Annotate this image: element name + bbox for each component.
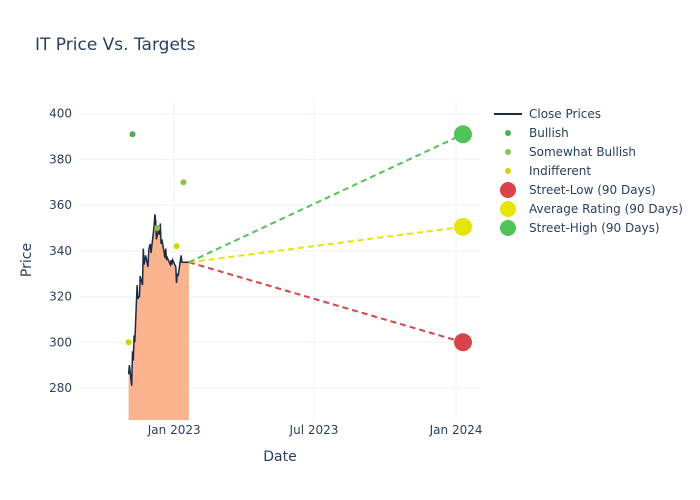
x-axis-title: Date (263, 449, 296, 465)
y-tick-label: 320 (49, 290, 72, 304)
target-line (188, 133, 464, 264)
x-tick-label: Jan 2023 (147, 423, 201, 437)
rating-point (129, 131, 136, 138)
legend-swatch (500, 220, 516, 236)
legend-label: Indifferent (529, 164, 591, 178)
close-price-fill (128, 214, 189, 420)
y-tick-label: 380 (49, 152, 72, 166)
legend-swatch (505, 168, 511, 174)
legend-label: Bullish (529, 126, 569, 140)
x-axis-ticks: Jan 2023 Jul 2023 Jan 2024 (147, 423, 483, 437)
legend-swatch (505, 130, 511, 136)
legend-label: Average Rating (90 Days) (529, 202, 683, 216)
x-tick-label: Jul 2023 (289, 423, 339, 437)
target-marker (454, 333, 473, 352)
legend-label: Street-Low (90 Days) (529, 183, 656, 197)
legend-swatch (505, 149, 511, 155)
y-tick-label: 280 (49, 381, 72, 395)
target-marker (454, 217, 473, 236)
chart-legend[interactable]: Close Prices Bullish Somewhat Bullish Indif… (494, 107, 683, 236)
rating-point (154, 225, 161, 231)
y-axis-title: Price (19, 243, 35, 277)
rating-point (125, 339, 132, 346)
analyst-rating-points (125, 131, 187, 346)
legend-label: Somewhat Bullish (529, 145, 636, 159)
y-axis-ticks: 280 300 320 340 360 380 400 (49, 107, 72, 395)
y-tick-label: 360 (49, 198, 72, 212)
rating-point (173, 243, 180, 250)
legend-label: Street-High (90 Days) (529, 221, 660, 235)
target-lines (188, 125, 473, 352)
target-line (188, 225, 464, 264)
y-tick-label: 340 (49, 244, 72, 258)
chart-title: IT Price Vs. Targets (35, 35, 196, 55)
y-tick-label: 400 (49, 107, 72, 121)
legend-label: Close Prices (529, 107, 601, 121)
legend-swatch (500, 201, 516, 217)
target-marker (454, 125, 473, 144)
rating-point (180, 179, 187, 186)
target-line (188, 261, 464, 344)
legend-swatch (500, 182, 516, 198)
y-tick-label: 300 (49, 335, 72, 349)
x-tick-label: Jan 2024 (429, 423, 483, 437)
